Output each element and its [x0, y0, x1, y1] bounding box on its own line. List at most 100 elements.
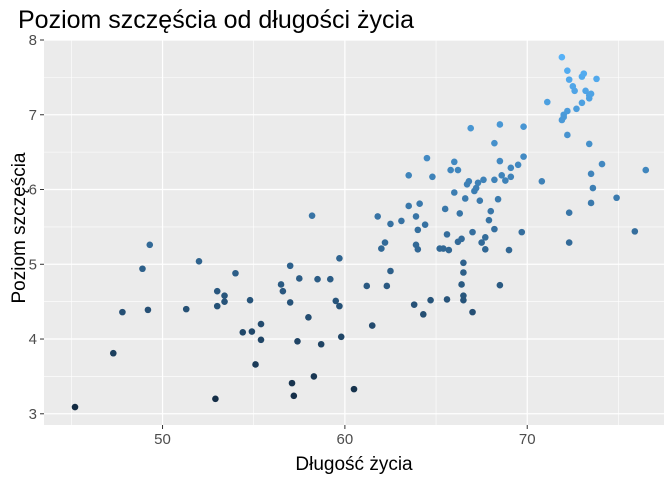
data-point [286, 299, 294, 306]
data-point [337, 333, 345, 341]
data-point [494, 195, 502, 203]
data-point [257, 336, 265, 344]
data-point [514, 161, 522, 169]
data-point [558, 53, 566, 61]
data-point [350, 385, 358, 393]
data-point [212, 395, 219, 403]
data-point [458, 235, 465, 243]
data-point [520, 123, 527, 131]
data-point [412, 213, 420, 220]
data-point [491, 139, 498, 147]
data-point [458, 281, 465, 288]
data-point [565, 239, 573, 246]
data-point [368, 322, 376, 329]
y-tick-label: 7 [29, 107, 37, 124]
data-point [465, 177, 473, 185]
data-point [485, 216, 493, 224]
data-point [565, 209, 573, 216]
data-point [139, 265, 146, 273]
data-point [445, 246, 453, 254]
data-point [441, 205, 449, 213]
data-point [381, 239, 389, 246]
data-point [613, 194, 620, 202]
data-point [221, 292, 228, 299]
data-point [295, 275, 303, 282]
data-point [310, 373, 318, 380]
y-axis-label: Poziom szczęścia [9, 152, 30, 303]
data-point [573, 105, 580, 113]
data-point [474, 179, 482, 187]
data-point [543, 98, 551, 106]
data-point [450, 158, 458, 166]
data-point [589, 184, 597, 192]
data-point [257, 320, 265, 328]
data-point [487, 207, 495, 215]
data-point [317, 340, 325, 348]
data-point [478, 239, 485, 246]
data-point [387, 267, 394, 275]
data-point [421, 221, 429, 228]
data-point [144, 306, 152, 314]
data-point [460, 269, 467, 276]
data-point [427, 296, 434, 304]
data-point [520, 153, 527, 160]
x-tick-label: 70 [519, 431, 536, 448]
grid-minor [44, 40, 664, 425]
data-point [598, 160, 606, 168]
data-point [580, 70, 588, 77]
data-point [460, 259, 467, 267]
x-axis-label: Długość życia [295, 454, 413, 475]
data-point [383, 282, 391, 290]
data-point [587, 170, 595, 178]
data-point [374, 213, 382, 220]
data-point [496, 281, 504, 289]
data-point [405, 202, 413, 210]
data-point [246, 296, 254, 304]
data-point [480, 176, 487, 184]
data-point [213, 302, 221, 310]
data-point [450, 189, 458, 196]
data-point [279, 287, 287, 295]
data-point [290, 392, 298, 400]
data-point [239, 329, 247, 336]
data-point [387, 220, 394, 228]
data-point [498, 172, 506, 179]
data-point [502, 177, 509, 184]
data-point [252, 361, 259, 368]
data-point [332, 297, 340, 305]
data-point [538, 177, 546, 185]
data-point [416, 200, 423, 208]
data-point [565, 76, 573, 83]
data-point [496, 157, 504, 165]
data-point [182, 305, 190, 313]
x-axis-ticks: 50 60 70 [154, 425, 536, 448]
data-point [410, 301, 418, 308]
data-point [419, 311, 427, 318]
data-point [326, 275, 334, 283]
data-point [476, 197, 484, 205]
data-point [213, 287, 221, 295]
data-point [587, 90, 595, 98]
data-point [456, 210, 464, 217]
data-point [585, 140, 593, 148]
data-point [336, 302, 343, 310]
data-point [429, 173, 436, 181]
data-point [593, 75, 600, 83]
data-point [642, 166, 650, 174]
data-point [443, 231, 451, 238]
data-point [564, 67, 571, 74]
data-point [221, 298, 228, 305]
data-point [363, 282, 371, 290]
data-point [491, 225, 498, 233]
data-point [491, 176, 498, 184]
data-point [481, 234, 489, 241]
data-point [467, 124, 475, 132]
plot-panel [44, 40, 664, 425]
data-points [71, 53, 650, 411]
data-point [560, 113, 568, 121]
data-point [398, 217, 405, 225]
data-point [336, 254, 343, 262]
data-point [414, 246, 422, 253]
data-point [423, 154, 431, 162]
